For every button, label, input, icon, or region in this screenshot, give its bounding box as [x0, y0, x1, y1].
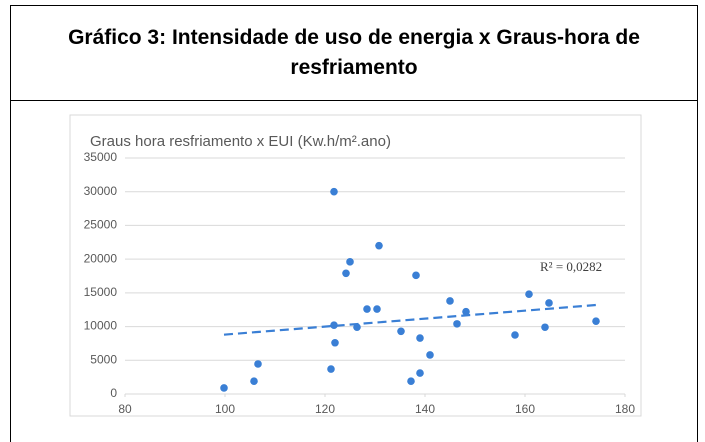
point [331, 338, 339, 347]
point [453, 320, 461, 328]
header-title: Gráfico 3: Intensidade de uso de energia… [68, 26, 640, 79]
y-tick-label: 20000 [84, 251, 118, 265]
point [254, 360, 262, 368]
point [416, 369, 424, 377]
point [330, 187, 338, 196]
point [446, 297, 454, 305]
chart-title: Graus hora resfriamento x EUI (Kw.h/m².a… [90, 133, 391, 150]
header-cell: Gráfico 3: Intensidade de uso de energia… [11, 6, 697, 101]
point [330, 321, 338, 330]
point [525, 290, 533, 299]
point [327, 365, 335, 373]
point [511, 331, 519, 339]
y-tick-label: 30000 [84, 184, 118, 198]
x-tick-label: 80 [118, 402, 132, 416]
y-tick-label: 10000 [84, 319, 118, 333]
y-tick-label: 5000 [90, 352, 117, 366]
point [250, 377, 258, 385]
y-tick-label: 25000 [84, 218, 118, 232]
point [363, 305, 371, 313]
y-tick-label: 0 [110, 386, 117, 400]
x-tick-label: 180 [615, 402, 635, 416]
point [346, 258, 354, 266]
point [407, 377, 415, 385]
x-tick-label: 140 [415, 402, 435, 416]
point [375, 241, 383, 250]
point [426, 351, 434, 359]
point [541, 323, 549, 332]
point [462, 307, 470, 316]
point [220, 384, 228, 392]
x-tick-label: 100 [215, 402, 235, 416]
trendline [223, 303, 597, 336]
x-tick-label: 120 [315, 402, 335, 416]
y-tick-label: 35000 [84, 150, 118, 164]
point [397, 327, 405, 336]
point [545, 299, 553, 307]
point [592, 317, 600, 325]
point [353, 323, 361, 332]
point [342, 269, 350, 278]
trendline-label: R² = 0,0282 [540, 259, 602, 274]
point [373, 305, 381, 313]
chart-area [69, 114, 642, 417]
point [412, 271, 420, 280]
x-tick-label: 160 [515, 402, 535, 416]
y-tick-label: 15000 [84, 285, 118, 299]
point [416, 334, 424, 342]
table-frame: Gráfico 3: Intensidade de uso de energia… [10, 5, 698, 442]
